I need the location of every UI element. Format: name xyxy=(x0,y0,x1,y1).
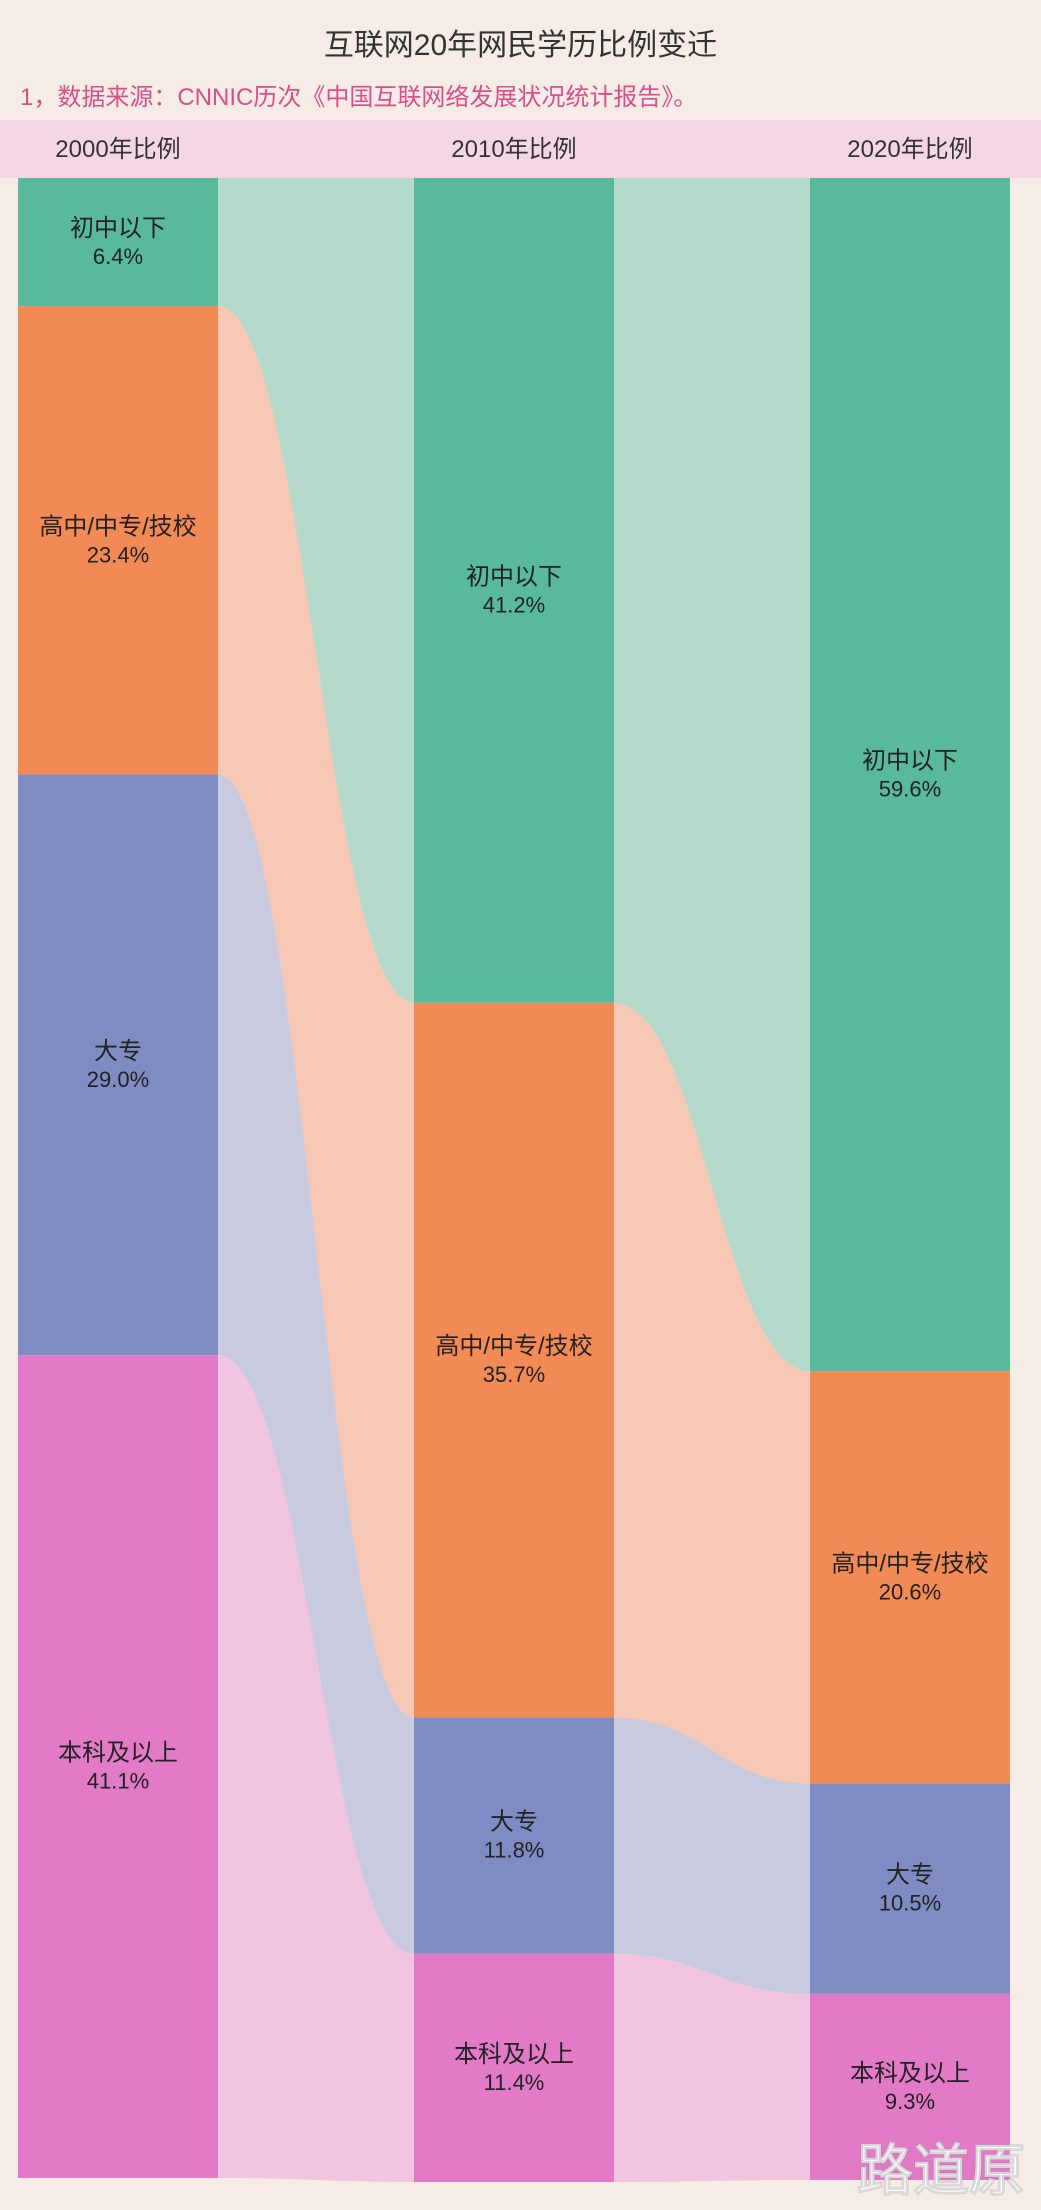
segment-pct-y2020-below_jr: 59.6% xyxy=(879,777,941,802)
chart-title: 互联网20年网民学历比例变迁 xyxy=(324,29,717,62)
chart-subtitle: 1，数据来源：CNNIC历次《中国互联网络发展状况统计报告》。 xyxy=(20,84,697,111)
segment-label-y2020-below_jr: 初中以下 xyxy=(862,748,958,775)
segment-label-y2000-senior: 高中/中专/技校 xyxy=(39,513,196,540)
segment-label-y2000-below_jr: 初中以下 xyxy=(70,215,166,242)
column-header-y2000: 2000年比例 xyxy=(55,136,180,163)
segment-label-y2020-bachelor: 本科及以上 xyxy=(850,2060,970,2087)
segment-label-y2010-below_jr: 初中以下 xyxy=(466,563,562,590)
alluvial-chart: 初中以下6.4%高中/中专/技校23.4%大专29.0%本科及以上41.1%初中… xyxy=(0,0,1041,2210)
segment-label-y2010-senior: 高中/中专/技校 xyxy=(435,1333,592,1360)
segment-pct-y2000-college: 29.0% xyxy=(87,1067,149,1092)
segment-pct-y2000-senior: 23.4% xyxy=(87,542,149,567)
watermark: 路道原 xyxy=(857,2139,1025,2202)
segment-label-y2020-senior: 高中/中专/技校 xyxy=(831,1550,988,1577)
column-header-y2020: 2020年比例 xyxy=(847,136,972,163)
segment-pct-y2010-below_jr: 41.2% xyxy=(483,592,545,617)
segment-label-y2000-college: 大专 xyxy=(94,1038,142,1065)
segment-pct-y2010-college: 11.8% xyxy=(484,1838,545,1863)
segment-pct-y2020-bachelor: 9.3% xyxy=(885,2089,935,2114)
segment-label-y2000-bachelor: 本科及以上 xyxy=(58,1740,178,1767)
segment-pct-y2010-senior: 35.7% xyxy=(483,1362,545,1387)
columns-group xyxy=(18,178,1010,2182)
segment-pct-y2000-bachelor: 41.1% xyxy=(87,1769,149,1794)
segment-pct-y2020-college: 10.5% xyxy=(879,1891,941,1916)
chart-container: 初中以下6.4%高中/中专/技校23.4%大专29.0%本科及以上41.1%初中… xyxy=(0,0,1041,2210)
segment-pct-y2010-bachelor: 11.4% xyxy=(484,2070,545,2095)
segment-label-y2010-college: 大专 xyxy=(490,1809,538,1836)
segment-label-y2020-college: 大专 xyxy=(886,1862,934,1889)
segment-label-y2010-bachelor: 本科及以上 xyxy=(454,2041,574,2068)
segment-pct-y2000-below_jr: 6.4% xyxy=(93,244,143,269)
segment-pct-y2020-senior: 20.6% xyxy=(879,1579,941,1604)
column-header-y2010: 2010年比例 xyxy=(451,136,576,163)
